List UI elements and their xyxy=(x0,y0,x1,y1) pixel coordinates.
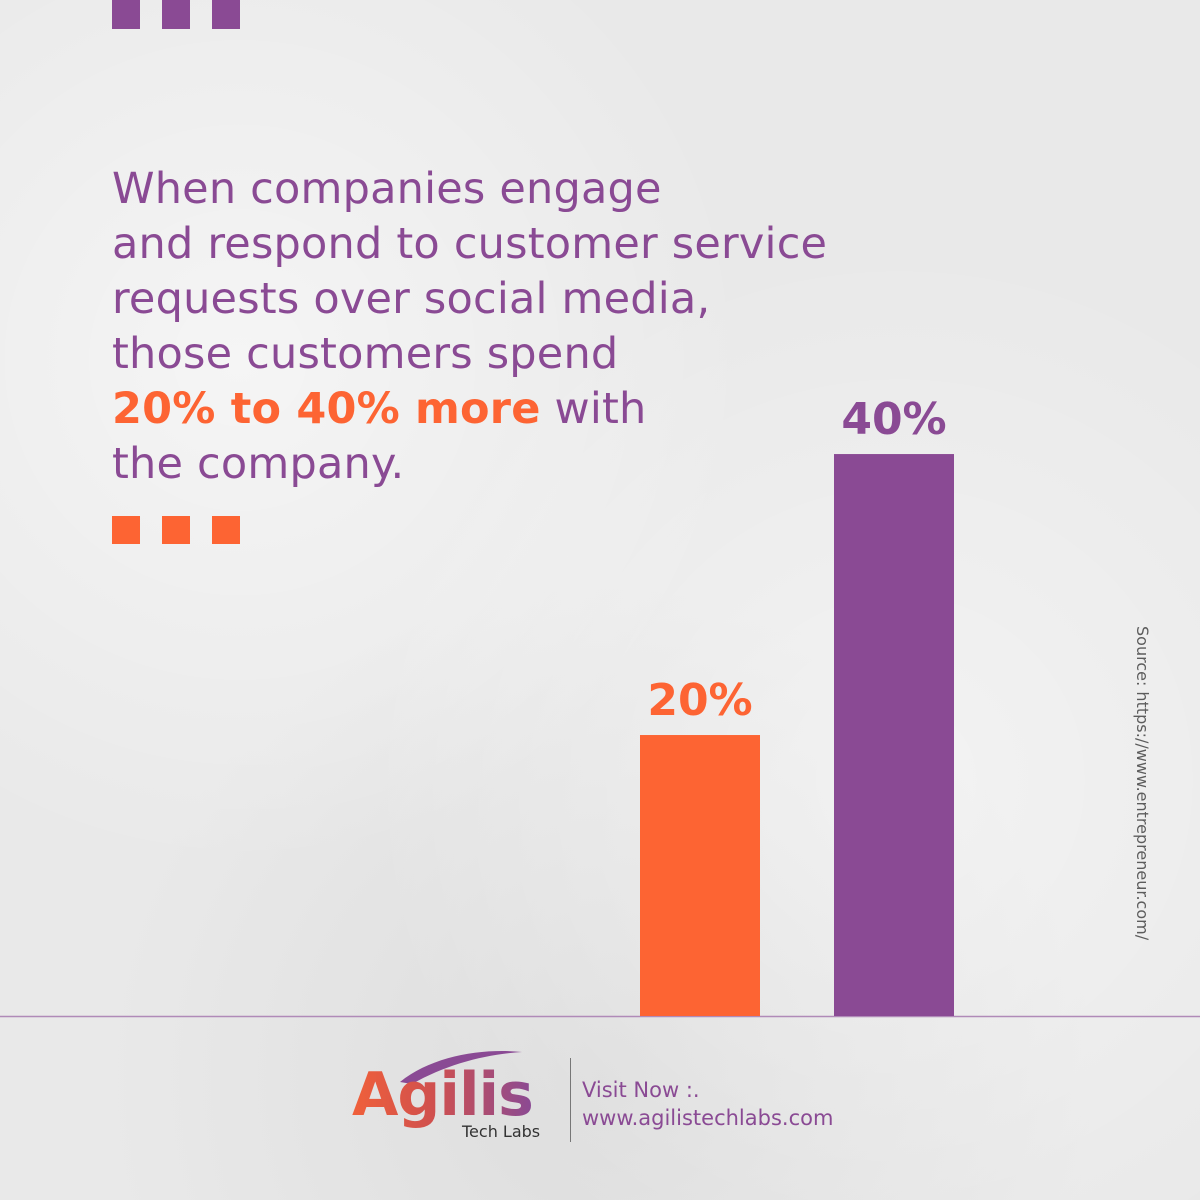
logo-subtitle: Tech Labs xyxy=(462,1122,541,1141)
visit-link[interactable]: www.agilistechlabs.com xyxy=(582,1106,834,1130)
decor-square xyxy=(212,0,240,29)
logo-swoosh-icon xyxy=(400,1051,522,1084)
decor-square xyxy=(212,516,240,544)
headline-line-rest: with xyxy=(540,384,647,434)
headline-line: those customers spend xyxy=(112,329,619,379)
visit-label: Visit Now :. xyxy=(582,1078,700,1102)
decor-square xyxy=(112,0,140,29)
top-decor-squares xyxy=(112,0,240,29)
bar-data-label: 40% xyxy=(841,394,946,445)
bar-1 xyxy=(640,735,760,1016)
source-citation: Source: https://www.entrepreneur.com/ xyxy=(1133,626,1152,941)
bar-data-label: 20% xyxy=(647,675,752,726)
footer-divider xyxy=(570,1058,571,1142)
mid-decor-squares xyxy=(112,516,240,544)
decor-square xyxy=(162,516,190,544)
agilis-logo: Agilis Tech Labs xyxy=(352,1046,562,1142)
logo-wordmark: Agilis xyxy=(352,1060,534,1130)
headline-highlight: 20% to 40% more xyxy=(112,384,541,434)
headline-line: and respond to customer service xyxy=(112,219,828,269)
headline-line: 20% to 40% more with xyxy=(112,382,912,437)
headline-line: When companies engage xyxy=(112,164,662,214)
decor-square xyxy=(112,516,140,544)
bar-2 xyxy=(834,454,954,1016)
headline-line: the company. xyxy=(112,439,405,489)
visit-block: Visit Now :. www.agilistechlabs.com xyxy=(582,1076,833,1132)
headline-line: requests over social media, xyxy=(112,274,711,324)
decor-square xyxy=(162,0,190,29)
headline: When companies engage and respond to cus… xyxy=(112,162,912,492)
